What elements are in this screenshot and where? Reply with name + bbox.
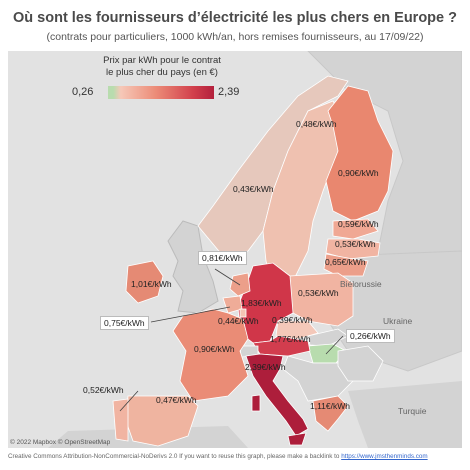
label-netherlands: 0,81€/kWh bbox=[198, 251, 247, 265]
place-label-ukraine: Ukraine bbox=[383, 316, 413, 326]
label-finland: 0,90€/kWh bbox=[338, 168, 379, 178]
country-ireland bbox=[125, 260, 164, 304]
label-greece: 1,11€/kWh bbox=[310, 401, 351, 411]
label-belgium: 0,75€/kWh bbox=[100, 316, 149, 330]
label-portugal: 0,52€/kWh bbox=[83, 385, 124, 395]
country-portugal bbox=[112, 398, 129, 442]
country-norway bbox=[197, 75, 349, 257]
label-czechia: 0,39€/kWh bbox=[272, 315, 313, 325]
legend-min-value: 0,26 bbox=[72, 86, 94, 98]
license-footer: Creative Commons Attribution-NonCommerci… bbox=[8, 453, 428, 460]
label-lithuania: 0,65€/kWh bbox=[325, 257, 366, 267]
label-germany: 1,83€/kWh bbox=[241, 298, 282, 308]
label-sweden: 0,48€/kWh bbox=[296, 119, 337, 129]
place-label-turkey: Turquie bbox=[398, 406, 427, 416]
country-luxembourg bbox=[239, 308, 247, 318]
legend-title-line2: le plus cher du pays (en €) bbox=[106, 67, 218, 78]
label-france: 0,90€/kWh bbox=[194, 344, 235, 354]
country-finland bbox=[325, 85, 394, 222]
country-greece bbox=[312, 395, 349, 432]
legend-title-line1: Prix par kWh pour le contrat bbox=[103, 55, 221, 66]
legend-max-value: 2,39 bbox=[218, 86, 240, 98]
country-italy bbox=[245, 353, 309, 437]
footer-link[interactable]: https://www.jmsthenminds.com bbox=[341, 453, 428, 460]
label-norway: 0,43€/kWh bbox=[233, 184, 274, 194]
label-estonia: 0,59€/kWh bbox=[338, 219, 379, 229]
map-attribution: © 2022 Mapbox © OpenStreetMap bbox=[10, 439, 111, 446]
country-latvia bbox=[325, 238, 381, 260]
chart-subtitle: (contrats pour particuliers, 1000 kWh/an… bbox=[46, 31, 424, 43]
chart-title: Où sont les fournisseurs d’électricité l… bbox=[13, 10, 457, 26]
label-austria: 1,77€/kWh bbox=[270, 334, 311, 344]
country-france bbox=[172, 308, 249, 402]
label-ireland: 1,01€/kWh bbox=[131, 279, 172, 289]
label-luxembourg: 0,44€/kWh bbox=[218, 316, 259, 326]
label-hungary: 0,26€/kWh bbox=[346, 329, 395, 343]
country-netherlands bbox=[229, 272, 251, 297]
label-latvia: 0,53€/kWh bbox=[335, 239, 376, 249]
label-italy: 2,39€/kWh bbox=[245, 362, 286, 372]
europe-map[interactable]: Prix par kWh pour le contrat le plus che… bbox=[8, 51, 462, 448]
country-estonia bbox=[332, 218, 379, 240]
footer-text: Creative Commons Attribution-NonCommerci… bbox=[8, 453, 342, 460]
label-spain: 0,47€/kWh bbox=[156, 395, 197, 405]
map-canvas bbox=[8, 51, 462, 448]
place-label-belarus: Biélorussie bbox=[340, 279, 382, 289]
label-poland: 0,53€/kWh bbox=[298, 288, 339, 298]
color-legend: Prix par kWh pour le contrat le plus che… bbox=[72, 55, 239, 99]
country-lithuania bbox=[323, 253, 369, 277]
legend-gradient bbox=[108, 86, 214, 99]
